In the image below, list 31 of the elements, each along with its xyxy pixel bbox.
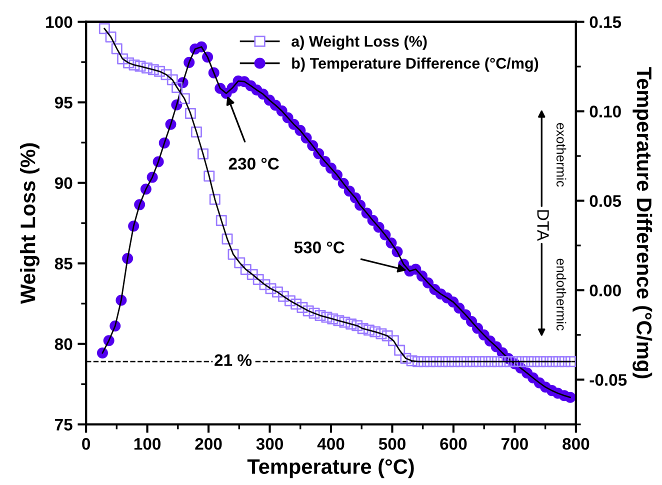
y-tick-label: 75	[55, 418, 72, 431]
x-tick-label: 0	[82, 438, 90, 450]
y2-tick-label: -0.05	[590, 374, 627, 386]
y-tick-label: 85	[54, 258, 72, 270]
y2-tick-label: 0.15	[590, 16, 622, 28]
legend-label: a) Weight Loss (%)	[292, 36, 427, 50]
annotation: 21 %	[214, 354, 252, 366]
y-tick-label: 80	[54, 338, 72, 350]
annotation: exothermic	[556, 123, 566, 187]
x-tick-label: 300	[256, 438, 283, 450]
x-axis-title: Temperature (°C)	[247, 458, 414, 478]
annotation: endothermic	[556, 258, 566, 330]
x-tick-label: 700	[502, 438, 528, 450]
x-tick-label: 400	[317, 438, 344, 450]
y-tick-label: 90	[54, 177, 72, 190]
y2-tick-label: 0.10	[590, 106, 621, 118]
annotation: DTA	[537, 210, 549, 241]
x-tick-label: 500	[378, 438, 406, 450]
y-axis-title: Weight Loss (%)	[20, 143, 40, 304]
x-tick-label: 100	[134, 438, 161, 450]
x-tick-label: 800	[562, 438, 590, 450]
x-tick-label: 200	[195, 438, 222, 450]
y-tick-label: 100	[46, 16, 72, 28]
y2-tick-label: 0.05	[590, 195, 622, 207]
annotation: 530 °C	[294, 242, 344, 254]
annotation: 230 °C	[228, 158, 279, 170]
y2-axis-title: Temperature Difference (°C/mg)	[632, 67, 652, 378]
y-tick-label: 95	[54, 96, 72, 109]
legend-label: b) Temperature Difference (°C/mg)	[292, 58, 538, 72]
x-tick-label: 600	[440, 438, 467, 450]
y2-tick-label: 0.00	[590, 284, 621, 296]
